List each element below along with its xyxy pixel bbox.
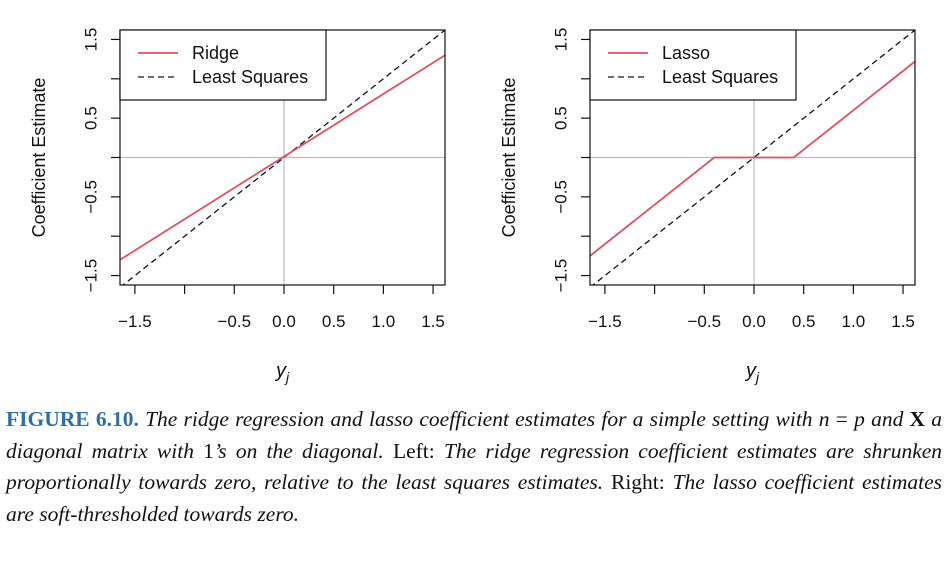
x-axis-label-base: y <box>274 360 287 382</box>
right-label: Right: <box>610 470 665 494</box>
math-one: 1 <box>203 438 214 463</box>
legend-label: Lasso <box>662 43 710 63</box>
series-line-least-squares <box>121 30 445 285</box>
chart-panel-right: −1.5 −0.5 0.0 0.5 1.0 1.5 −1.5 −0.5 0.5 1.5 Coeffi… <box>499 28 916 385</box>
x-tick-label: 0.5 <box>792 312 816 331</box>
legend-label: Least Squares <box>662 67 778 87</box>
series-line-lasso <box>590 60 915 257</box>
x-axis-label: yj <box>744 360 760 385</box>
x-tick-label: 1.5 <box>891 312 915 331</box>
legend: Lasso Least Squares <box>589 29 797 101</box>
y-tick-label: −0.5 <box>551 180 570 214</box>
caption-text-5: The ridge regression coefficient estimat… <box>6 438 943 495</box>
caption-text-3: a diagonal matrix with <box>6 407 943 463</box>
chart-panel-left: −1.5 −0.5 0.0 0.5 1.0 1.5 −1.5 −0.5 0.5 1.5 Coeffi… <box>29 28 446 385</box>
y-axis-label: Coefficient Estimate <box>499 78 519 238</box>
caption-text-6: The lasso coefficient estimates are soft… <box>6 470 943 526</box>
math-p: p <box>854 407 865 431</box>
y-tick-label: −1.5 <box>81 259 100 293</box>
x-tick-label: −0.5 <box>688 312 722 331</box>
caption-text-2: and <box>871 407 904 431</box>
y-tick-label: 0.5 <box>551 106 570 130</box>
y-axis-label: Coefficient Estimate <box>29 78 49 238</box>
legend-box <box>119 29 327 101</box>
x-tick-label: −0.5 <box>218 312 252 331</box>
x-tick-label: 0.0 <box>272 312 296 331</box>
y-tick-label: −0.5 <box>81 180 100 214</box>
x-axis-label-subscript: j <box>284 369 290 385</box>
x-tick-label: 0.0 <box>742 312 766 331</box>
legend: Ridge Least Squares <box>119 29 327 101</box>
math-n: n <box>818 407 830 431</box>
x-tick-label: 1.0 <box>842 312 866 331</box>
x-tick-label: 0.5 <box>322 312 346 331</box>
legend-label: Ridge <box>192 43 239 63</box>
series-line-ridge <box>120 54 445 261</box>
y-tick-label: 1.5 <box>551 28 570 52</box>
y-tick-label: 0.5 <box>81 106 100 130</box>
y-tick-label: −1.5 <box>551 259 570 293</box>
x-tick-label: 1.5 <box>421 312 445 331</box>
caption-text-4: ’s on the diagonal. <box>213 438 384 463</box>
y-tick-label: 1.5 <box>81 28 100 52</box>
figure-label: FIGURE 6.10. <box>6 407 139 431</box>
x-tick-label: −1.5 <box>118 312 152 331</box>
left-label: Left: <box>392 438 435 463</box>
math-equals: = <box>835 407 848 431</box>
series-line-least-squares <box>591 30 915 285</box>
x-axis-label: yj <box>274 360 290 385</box>
legend-box <box>589 29 797 101</box>
x-axis-label-base: y <box>744 360 757 382</box>
x-tick-label: 1.0 <box>372 312 396 331</box>
x-tick-label: −1.5 <box>588 312 622 331</box>
math-X: X <box>909 407 926 431</box>
legend-label: Least Squares <box>192 67 308 87</box>
caption-text-1: The ridge regression and lasso coefficie… <box>145 407 813 431</box>
figure-caption: FIGURE 6.10. The ridge regression and la… <box>6 404 942 530</box>
x-axis-label-subscript: j <box>754 369 760 385</box>
figure-charts: −1.5 −0.5 0.0 0.5 1.0 1.5 −1.5 −0.5 0.5 1.5 Coeffi… <box>29 28 916 385</box>
